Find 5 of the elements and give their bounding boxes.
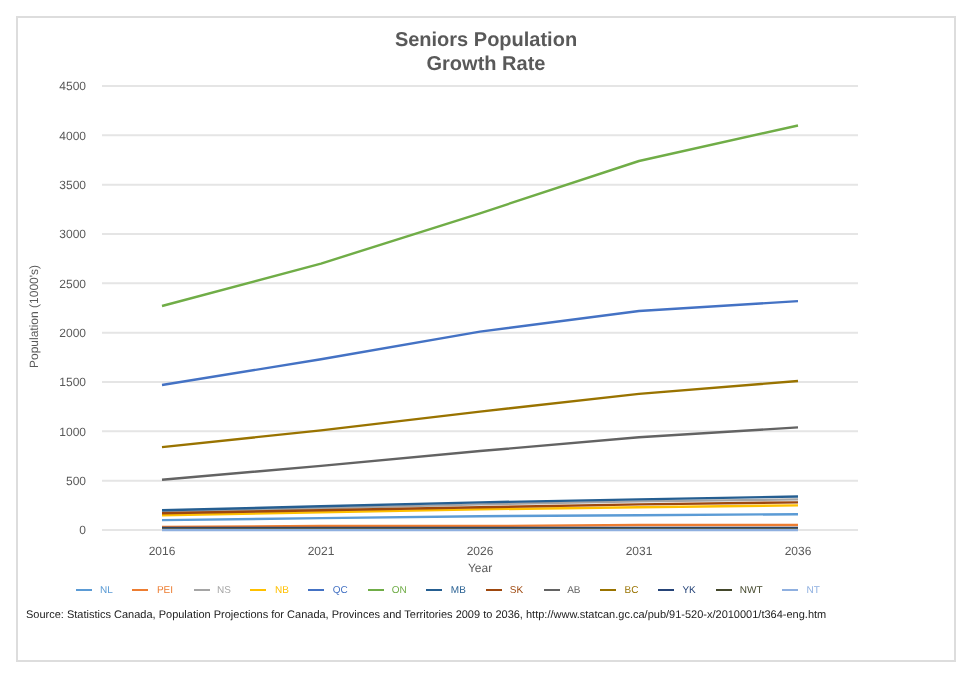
line-series: [160, 124, 800, 308]
line-series: [160, 379, 800, 449]
chart-title: Seniors Population Growth Rate: [392, 30, 580, 78]
line-series: [160, 426, 800, 481]
line-series: [160, 299, 800, 387]
